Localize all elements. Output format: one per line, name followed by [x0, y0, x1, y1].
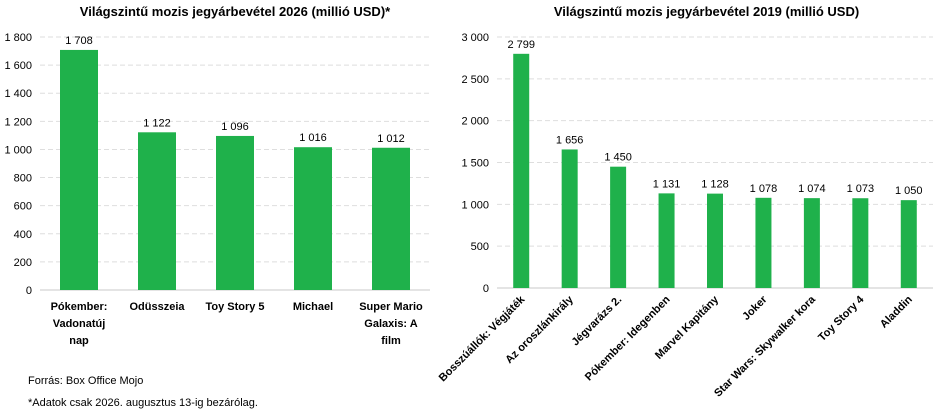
bar [372, 147, 410, 290]
y-tick-label: 600 [14, 201, 32, 213]
data-label: 2 799 [507, 39, 535, 51]
bar [803, 198, 820, 288]
y-tick-label: 2 500 [461, 74, 489, 86]
data-label: 1 073 [847, 183, 875, 195]
data-label: 1 450 [604, 152, 632, 164]
y-tick-label: 2 000 [461, 116, 489, 128]
x-tick-label: Joker [740, 293, 770, 323]
data-label: 1 656 [556, 134, 584, 146]
x-tick-label: Odüsszeia [129, 301, 185, 313]
x-tick-label: Jégvarázs 2. [569, 294, 624, 349]
x-tick-label: Toy Story 4 [816, 293, 867, 344]
bar [513, 53, 530, 288]
x-tick-label: Toy Story 5 [205, 301, 264, 313]
bar [658, 193, 675, 288]
data-label: 1 122 [143, 117, 171, 129]
x-tick-label: Pókember: Idegenben [583, 293, 673, 383]
data-label: 1 012 [377, 133, 405, 145]
data-label: 1 050 [895, 185, 923, 197]
data-label: 1 096 [221, 121, 249, 133]
y-tick-label: 1 500 [461, 158, 489, 170]
y-tick-label: 1 800 [4, 32, 32, 44]
data-label: 1 078 [750, 183, 778, 195]
data-label: 1 131 [653, 178, 681, 190]
bar [755, 197, 772, 288]
y-tick-label: 500 [471, 241, 489, 253]
bar [294, 147, 332, 290]
y-tick-label: 3 000 [461, 32, 489, 44]
y-tick-label: 1 600 [4, 60, 32, 72]
y-tick-label: 0 [26, 285, 32, 297]
bar [610, 166, 627, 288]
y-tick-label: 800 [14, 173, 32, 185]
chart-2026-plot: 0 200 400 600 800 1 000 1 200 1 400 1 600 1 800 1 … [4, 32, 430, 347]
bar [707, 193, 723, 288]
x-tick-label: Pókember: Vadonatúj nap [51, 301, 108, 347]
bar [216, 135, 254, 290]
bar [900, 200, 917, 288]
chart-title-2019: Világszintű mozis jegyárbevétel 2019 (mi… [553, 4, 860, 19]
y-tick-label: 0 [483, 283, 489, 295]
y-tick-label: 400 [14, 229, 32, 241]
y-tick-label: 1 200 [4, 116, 32, 128]
x-tick-label: Star Wars: Skywalker kora [712, 293, 819, 400]
x-tick-label: Michael [293, 301, 333, 313]
data-label: 1 016 [299, 132, 327, 144]
data-label: 1 128 [701, 179, 729, 191]
y-tick-label: 1 000 [4, 144, 32, 156]
y-tick-label: 1 400 [4, 88, 32, 100]
bar [852, 198, 869, 288]
data-label: 1 074 [798, 183, 826, 195]
footnote: *Adatok csak 2026. augusztus 13-ig bezár… [28, 397, 258, 409]
y-tick-label: 200 [14, 257, 32, 269]
bar [561, 149, 578, 288]
data-label: 1 708 [65, 35, 93, 47]
chart-2019: Világszintű mozis jegyárbevétel 2019 (mi… [437, 0, 943, 400]
bar [138, 132, 176, 290]
bar [60, 49, 98, 291]
y-tick-label: 1 000 [461, 199, 489, 211]
chart-title-2026: Világszintű mozis jegyárbevétel 2026 (mi… [79, 4, 391, 19]
source-note: Forrás: Box Office Mojo [28, 375, 144, 387]
chart-2026: Világszintű mozis jegyárbevétel 2026 (mi… [0, 0, 470, 370]
x-tick-label: Aladdin [878, 293, 915, 330]
